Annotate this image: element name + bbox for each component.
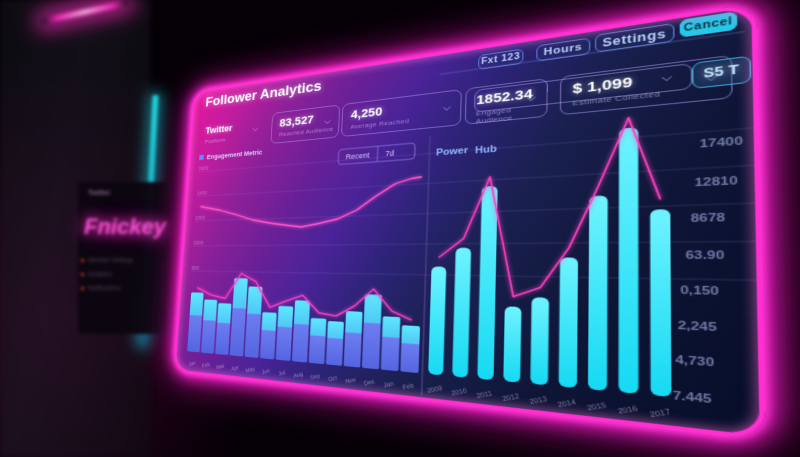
svg-text:Jan: Jan [188, 359, 197, 367]
svg-text:12810: 12810 [694, 175, 738, 189]
svg-text:Hub: Hub [475, 144, 497, 156]
svg-text:2012: 2012 [501, 391, 521, 402]
svg-text:Jan: Jan [382, 379, 395, 389]
svg-text:Nov: Nov [345, 375, 359, 385]
svg-text:7d: 7d [385, 150, 394, 159]
svg-text:Recent: Recent [345, 152, 370, 162]
svg-text:Feb: Feb [201, 361, 211, 369]
svg-text:2017: 2017 [648, 407, 673, 419]
svg-text:1600: 1600 [198, 165, 209, 172]
svg-text:2010: 2010 [450, 386, 469, 397]
svg-text:8678: 8678 [691, 212, 726, 225]
svg-text:63.90: 63.90 [686, 250, 726, 263]
svg-text:7.445: 7.445 [673, 390, 713, 407]
svg-text:Engagement Metric: Engagement Metric [207, 149, 263, 161]
svg-text:Sep: Sep [309, 372, 321, 381]
svg-text:Feb: Feb [402, 381, 416, 391]
svg-text:Jul: Jul [278, 369, 286, 377]
svg-text:0,150: 0,150 [680, 285, 720, 299]
svg-text:Dec: Dec [363, 377, 376, 386]
svg-text:2016: 2016 [616, 403, 640, 415]
svg-text:1200: 1200 [195, 214, 206, 220]
svg-text:Jun: Jun [261, 367, 271, 376]
svg-text:2009: 2009 [426, 384, 444, 395]
svg-text:Apr: Apr [231, 364, 241, 372]
svg-text:May: May [245, 365, 257, 374]
svg-text:2011: 2011 [475, 389, 494, 400]
svg-text:4,730: 4,730 [675, 354, 715, 370]
svg-text:2015: 2015 [586, 400, 609, 412]
svg-text:2,245: 2,245 [678, 320, 718, 335]
svg-text:2014: 2014 [556, 397, 578, 409]
svg-text:Aug: Aug [293, 370, 305, 379]
svg-text:Mar: Mar [216, 362, 226, 371]
svg-text:17400: 17400 [700, 136, 744, 151]
svg-text:1400: 1400 [197, 190, 208, 197]
svg-text:1000: 1000 [193, 240, 204, 246]
svg-text:2013: 2013 [528, 394, 549, 406]
svg-text:800: 800 [191, 265, 200, 271]
svg-text:Oct: Oct [327, 374, 339, 383]
